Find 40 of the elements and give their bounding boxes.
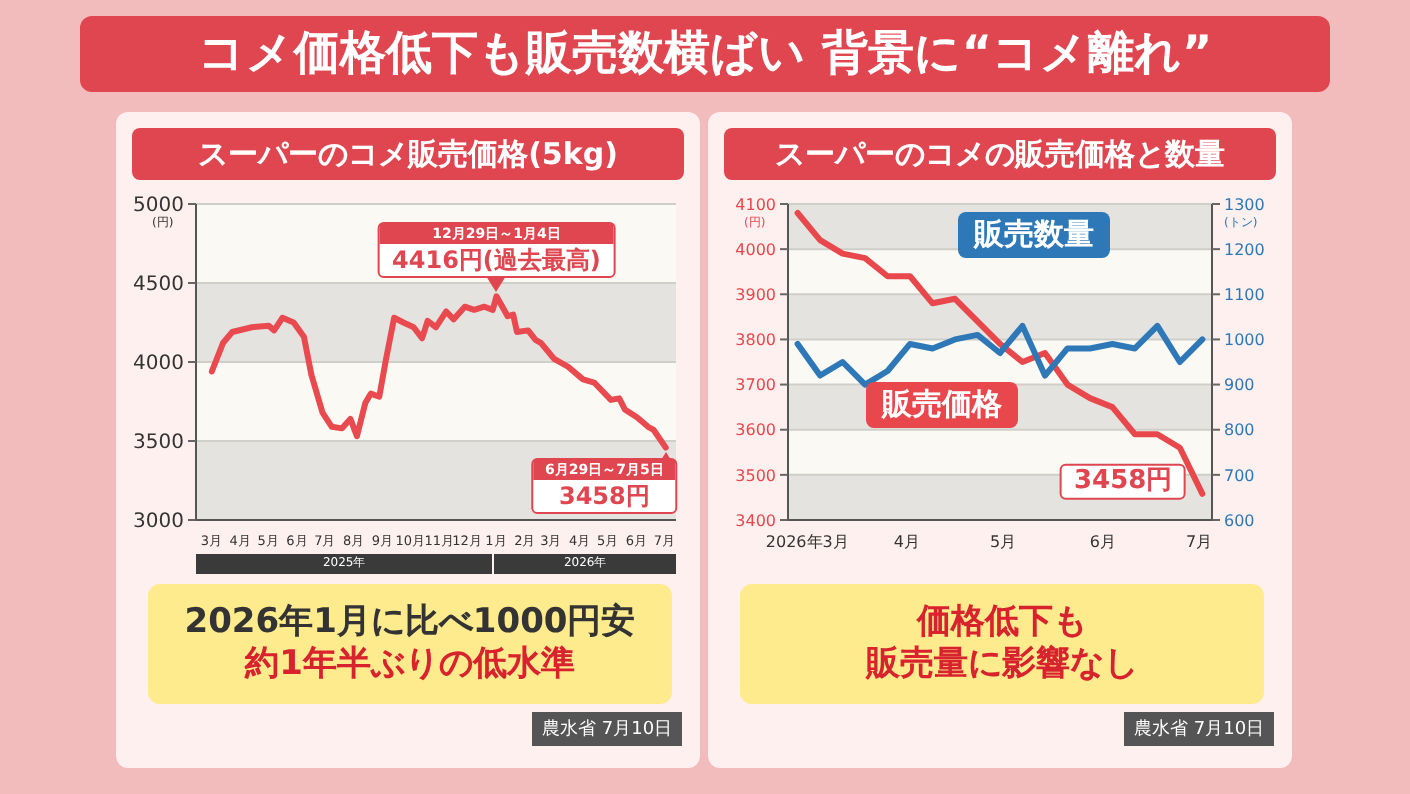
x-tick-label: 7月 — [1186, 533, 1213, 552]
y-tick-label: 5000 — [133, 195, 184, 218]
x-tick-label: 6月 — [1089, 533, 1116, 552]
x-tick-label: 5月 — [990, 533, 1017, 552]
y-tick-label: 3800 — [735, 331, 776, 350]
y2-tick-label: 1000 — [1224, 331, 1265, 350]
y2-tick-label: 1300 — [1224, 195, 1265, 214]
chart-title: スーパーのコメ販売価格(5kg) — [132, 128, 684, 180]
y-tick-label: 3500 — [133, 432, 184, 455]
text: 2026年1月に比べ1000円安 — [184, 601, 636, 644]
annotation: 3458円 — [556, 480, 652, 512]
y2-tick-label: 600 — [1224, 511, 1255, 530]
text: 価格低下も — [917, 601, 1087, 644]
x-tick-label: 2026年3月 — [765, 533, 849, 552]
y-tick-label: 3000 — [133, 511, 184, 534]
text: 約1年半ぶりの低水準 — [245, 644, 575, 687]
y-tick-label: 4000 — [735, 240, 776, 259]
y-tick-label: 3900 — [735, 285, 776, 304]
y2-tick-label: 700 — [1224, 466, 1255, 485]
chart-title: スーパーのコメの販売価格と数量 — [724, 128, 1276, 180]
text: 販売数量 — [958, 211, 1111, 258]
text: 販売量に影響なし — [866, 644, 1138, 687]
x-tick-label: 4月 — [893, 533, 920, 552]
y-tick-label: 3500 — [735, 466, 776, 485]
y-tick-label: 4000 — [133, 353, 184, 376]
annotation: 4416円(過去最高) — [390, 244, 603, 277]
y-tick-label: 4100 — [735, 195, 776, 214]
y2-tick-label: 1200 — [1224, 240, 1265, 259]
text: 農水省 7月10日 — [1124, 712, 1275, 746]
text: 農水省 7月10日 — [532, 712, 683, 746]
y-tick-label: 3700 — [735, 376, 776, 395]
y2-tick-label: 800 — [1224, 421, 1255, 440]
callout: 3458円 — [1059, 463, 1187, 501]
text: コメ価格低下も販売数横ばい 背景に“コメ離れ” — [80, 16, 1330, 92]
y2-tick-label: 1100 — [1224, 285, 1265, 304]
y-tick-label: 3400 — [735, 511, 776, 530]
y-tick-label: 4500 — [133, 274, 184, 297]
y-tick-label: 3600 — [735, 421, 776, 440]
series-label: 販売価格 — [865, 381, 1018, 428]
y2-tick-label: 900 — [1224, 376, 1255, 395]
